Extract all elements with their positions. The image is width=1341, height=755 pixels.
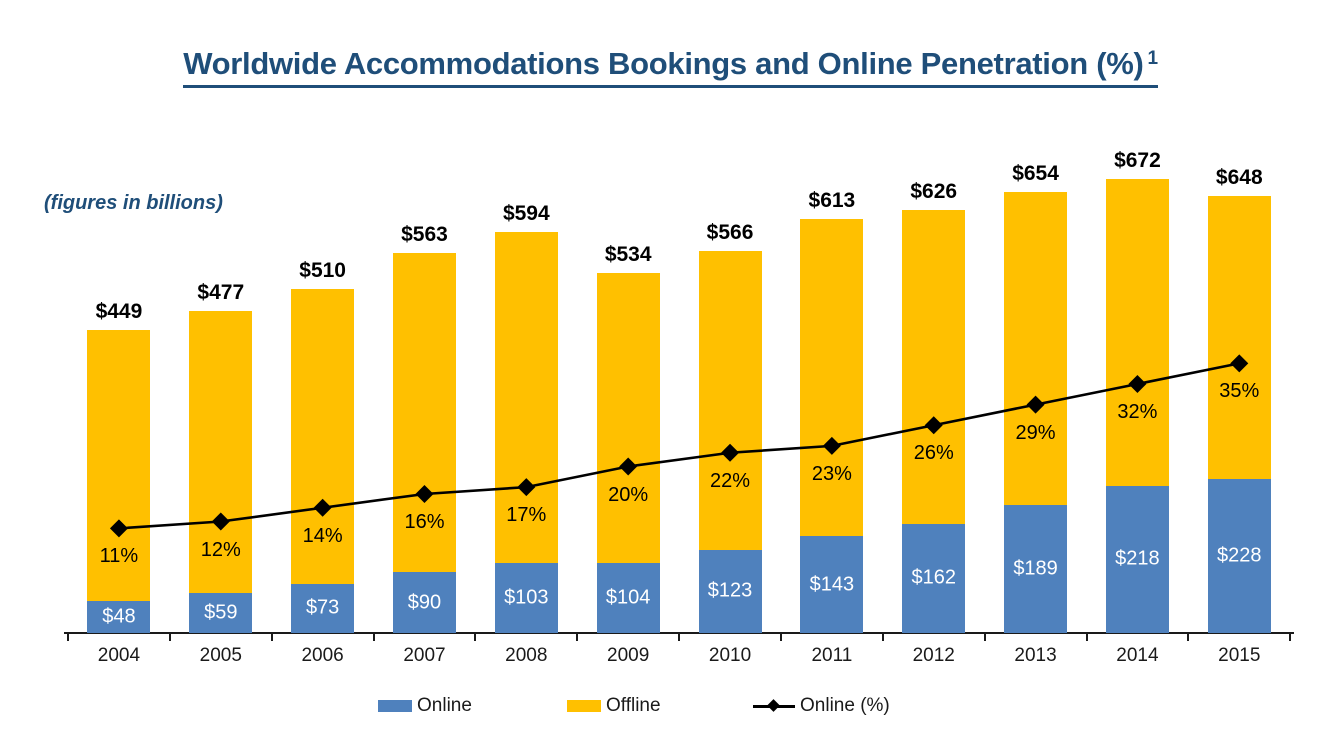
total-label-2008: $594 [502,202,550,226]
x-axis-tick [372,633,375,641]
online-percent-line [118,362,1240,530]
legend-label-online-pct: Online (%) [800,695,890,716]
pct-label-2004: 11% [99,545,139,568]
bar-online-2010 [698,549,762,633]
online-value-label-2009: $104 [605,586,651,609]
x-axis-tick [678,633,681,641]
online-value-label-2008: $103 [504,586,549,609]
x-axis-tick [576,633,579,641]
legend: Online Offline Online (%) [0,694,1341,718]
line-diamond-legend-marker [753,698,795,712]
bar-online-2009 [596,562,660,633]
x-axis-tick [270,633,273,641]
x-axis-label-2006: 2006 [301,645,344,666]
x-axis-label-2011: 2011 [811,645,853,666]
pct-label-2014: 32% [1117,401,1158,423]
total-label-2012: $626 [910,180,958,204]
pct-label-2006: 14% [302,524,343,547]
bar-offline-2015 [1207,195,1271,480]
pct-label-2007: 16% [404,511,445,533]
online-value-label-2013: $189 [1013,557,1058,580]
pct-label-2012: 26% [913,442,954,465]
online-legend-swatch [378,700,412,712]
x-axis-label-2014: 2014 [1116,645,1159,666]
chart-title: Worldwide Accommodations Bookings and On… [0,46,1341,88]
online-value-label-2005: $59 [204,601,238,624]
bar-offline-2011 [800,219,864,537]
total-label-2010: $566 [706,220,754,244]
x-axis-label-2013: 2013 [1014,645,1057,666]
pct-label-2010: 22% [710,469,751,492]
x-axis-tick [168,633,171,641]
bar-online-2004 [87,600,151,633]
legend-label-offline: Offline [606,695,661,716]
x-axis-label-2008: 2008 [505,645,548,666]
x-axis-label-2004: 2004 [97,645,141,666]
x-axis-tick [881,633,884,641]
bar-online-2008 [494,563,558,633]
online-value-label-2012: $162 [911,566,956,589]
x-axis-tick [779,633,782,641]
figures-in-billions-note: (figures in billions) [44,192,223,214]
pct-label-2009: 20% [608,483,649,506]
x-axis-label-2005: 2005 [199,645,242,666]
x-axis-label-2007: 2007 [403,645,446,666]
total-label-2005: $477 [197,281,245,305]
online-value-label-2004: $48 [102,605,136,628]
total-label-2014: $672 [1114,149,1161,173]
bar-online-2006 [291,583,355,633]
bar-offline-2009 [596,272,660,563]
total-label-2015: $648 [1215,165,1263,189]
total-label-2013: $654 [1012,161,1059,185]
total-label-2006: $510 [299,258,346,282]
pct-label-2011: 23% [811,462,852,485]
total-label-2011: $613 [808,189,856,213]
total-label-2009: $534 [604,242,652,266]
online-value-label-2014: $218 [1115,547,1160,570]
total-label-2004: $449 [95,299,143,323]
legend-item-offline: Offline [567,694,661,718]
pct-label-2005: 12% [200,538,241,561]
online-value-label-2006: $73 [305,596,340,619]
legend-label-online: Online [417,695,472,716]
online-value-label-2007: $90 [407,591,442,614]
bar-offline-2010 [698,250,762,550]
bar-offline-2013 [1004,191,1068,506]
bar-online-2007 [392,572,456,633]
bar-online-2005 [189,593,253,633]
bar-online-2011 [800,536,864,633]
x-axis-label-2015: 2015 [1218,645,1261,666]
x-axis-tick [983,633,986,641]
x-axis-tick [1187,633,1190,641]
online-value-label-2010: $123 [707,579,753,602]
legend-item-online: Online [378,694,472,718]
bar-offline-2012 [902,210,966,524]
x-axis-tick [1085,633,1088,641]
online-value-label-2015: $228 [1217,544,1262,567]
bar-offline-2014 [1105,179,1169,486]
x-axis-label-2010: 2010 [708,645,752,666]
bar-online-2012 [902,523,966,633]
x-axis-tick [1289,633,1292,641]
pct-label-2013: 29% [1015,421,1056,444]
online-value-label-2011: $143 [809,573,855,596]
legend-item-online-pct: Online (%) [753,694,890,718]
x-axis-label-2012: 2012 [912,645,955,666]
x-axis-tick [474,633,477,641]
offline-legend-swatch [567,700,601,712]
x-axis-label-2009: 2009 [607,645,650,666]
total-label-2007: $563 [401,222,448,246]
x-axis-tick [67,633,69,641]
chart-title-text: Worldwide Accommodations Bookings and On… [183,46,1144,81]
chart-title-footnote-marker: 1 [1147,48,1159,69]
pct-label-2008: 17% [506,504,547,527]
diamond-icon [767,698,780,712]
pct-label-2015: 35% [1219,380,1260,403]
